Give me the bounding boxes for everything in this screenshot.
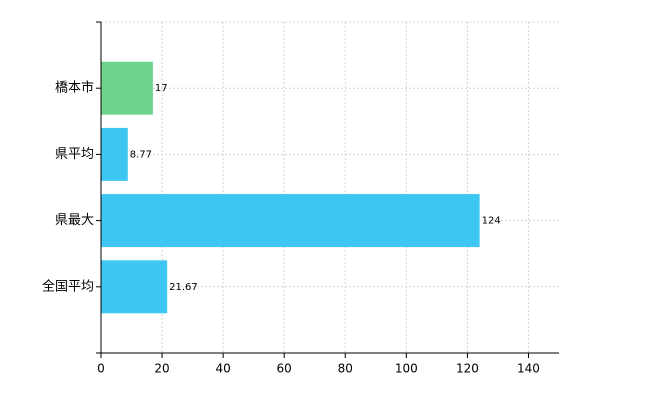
y-tick-label: 全国平均	[42, 278, 94, 294]
value-label: 17	[155, 83, 168, 94]
bar	[101, 194, 480, 248]
y-tick-label: 橋本市	[55, 80, 94, 96]
bar	[101, 260, 168, 314]
value-label: 124	[482, 216, 501, 227]
bar	[101, 61, 153, 115]
x-tick-label: 100	[395, 362, 418, 376]
x-tick-label: 0	[97, 362, 105, 376]
x-tick-label: 40	[215, 362, 230, 376]
value-label: 21.67	[169, 282, 198, 293]
x-tick-label: 140	[517, 362, 540, 376]
x-tick-label: 80	[338, 362, 353, 376]
x-tick-label: 20	[154, 362, 169, 376]
x-tick-label: 60	[277, 362, 292, 376]
x-tick-label: 120	[456, 362, 479, 376]
y-tick-label: 県平均	[55, 147, 94, 162]
value-label: 8.77	[130, 149, 152, 160]
y-tick-label: 県最大	[55, 213, 94, 228]
bar	[101, 127, 128, 181]
